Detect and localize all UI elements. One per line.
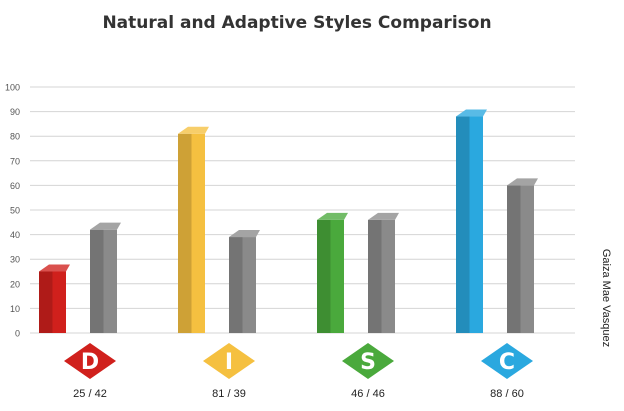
chart-title: Natural and Adaptive Styles Comparison — [102, 13, 491, 33]
badge-d: D — [64, 343, 116, 379]
badge-letter: S — [360, 350, 376, 375]
bar-value-label: 88 / 60 — [490, 388, 524, 400]
y-tick-label: 90 — [10, 107, 20, 117]
natural-bar-c — [456, 109, 487, 334]
y-tick-label: 40 — [10, 230, 20, 240]
y-tick-label: 50 — [10, 206, 20, 216]
y-tick-label: 30 — [10, 255, 20, 265]
natural-bar-d — [39, 264, 70, 333]
natural-bar-s — [317, 212, 348, 333]
bar-value-label: 46 / 46 — [351, 388, 385, 400]
natural-bar-i — [178, 126, 209, 333]
badge-letter: C — [499, 350, 515, 375]
bars — [39, 109, 538, 334]
y-tick-label: 60 — [10, 181, 20, 191]
y-tick-label: 100 — [5, 83, 20, 93]
badge-s: S — [342, 343, 394, 379]
y-tick-label: 70 — [10, 156, 20, 166]
badge-letter: D — [81, 350, 99, 375]
adaptive-bar-d — [90, 222, 121, 333]
y-axis-ticks: 0 10 20 30 40 50 60 70 80 90 100 — [5, 83, 20, 339]
bar-value-label: 81 / 39 — [212, 388, 246, 400]
badge-letter: I — [225, 350, 233, 375]
bar-value-label: 25 / 42 — [73, 388, 107, 400]
bar-value-labels: 25 / 42 81 / 39 46 / 46 88 / 60 — [73, 388, 524, 400]
adaptive-bar-i — [229, 230, 260, 333]
y-tick-label: 20 — [10, 279, 20, 289]
side-label: Gaiza Mae Vasquez — [600, 249, 612, 347]
y-tick-label: 80 — [10, 132, 20, 142]
y-tick-label: 10 — [10, 304, 20, 314]
badge-c: C — [481, 343, 533, 379]
adaptive-bar-s — [368, 212, 399, 333]
y-tick-label: 0 — [15, 329, 20, 339]
badge-i: I — [203, 343, 255, 379]
adaptive-bar-c — [507, 178, 538, 333]
